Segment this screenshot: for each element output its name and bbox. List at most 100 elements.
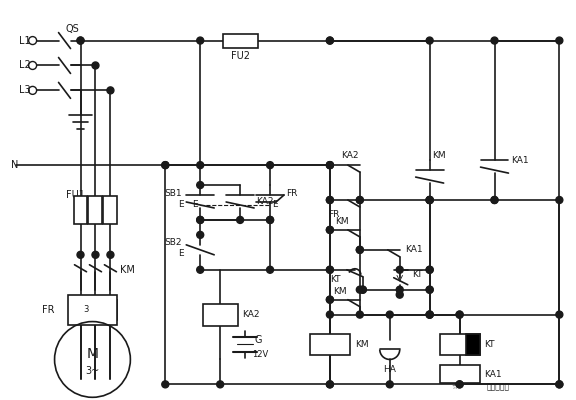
Bar (439, 366, 480, 383)
Circle shape (357, 196, 363, 204)
Text: G: G (255, 334, 262, 344)
Circle shape (267, 216, 274, 224)
Bar (74, 196, 88, 224)
Circle shape (92, 62, 99, 69)
Circle shape (267, 266, 274, 273)
Circle shape (396, 291, 403, 298)
Text: KA2: KA2 (256, 198, 274, 206)
Circle shape (327, 266, 334, 273)
Bar (310, 334, 350, 356)
Circle shape (426, 311, 433, 318)
Circle shape (456, 311, 463, 318)
Text: N: N (11, 160, 18, 170)
Circle shape (327, 311, 334, 318)
Circle shape (456, 381, 463, 388)
Circle shape (426, 266, 433, 273)
Text: KA1: KA1 (405, 245, 422, 254)
Circle shape (197, 266, 204, 273)
Circle shape (426, 286, 433, 293)
Circle shape (556, 37, 563, 44)
Circle shape (327, 37, 334, 44)
Text: FU1: FU1 (66, 190, 85, 200)
Circle shape (327, 162, 334, 169)
Circle shape (267, 216, 274, 224)
Circle shape (197, 37, 204, 44)
Text: E: E (272, 200, 278, 210)
Text: KM: KM (335, 218, 348, 226)
Circle shape (327, 226, 334, 233)
Circle shape (426, 286, 433, 293)
Circle shape (267, 162, 274, 169)
Circle shape (77, 37, 84, 44)
Bar (67, 295, 118, 324)
Text: KM: KM (431, 151, 445, 160)
Circle shape (426, 196, 433, 204)
Circle shape (357, 246, 363, 253)
Bar (74, 300, 88, 320)
Circle shape (162, 162, 169, 169)
Text: KM: KM (355, 340, 369, 349)
Circle shape (456, 311, 463, 318)
Text: 3: 3 (83, 305, 88, 314)
Circle shape (556, 196, 563, 204)
Text: E: E (177, 249, 183, 258)
Text: L2: L2 (18, 60, 31, 70)
Bar (203, 304, 238, 326)
Bar (89, 196, 103, 224)
Text: KT: KT (484, 340, 495, 349)
Circle shape (426, 37, 433, 44)
Bar (89, 300, 103, 320)
Circle shape (197, 216, 204, 224)
Circle shape (162, 162, 169, 169)
Text: E: E (192, 200, 198, 210)
Circle shape (107, 251, 114, 258)
Text: KT: KT (412, 270, 422, 279)
Circle shape (237, 216, 244, 224)
Text: KA1: KA1 (511, 156, 529, 165)
Text: FU2: FU2 (230, 50, 249, 60)
Text: SB1: SB1 (165, 188, 182, 198)
Text: FR: FR (286, 188, 297, 198)
Circle shape (426, 196, 433, 204)
Text: KT: KT (329, 275, 340, 284)
Text: M: M (86, 348, 98, 362)
Circle shape (327, 381, 334, 388)
Circle shape (426, 196, 433, 204)
Circle shape (491, 196, 498, 204)
Circle shape (456, 381, 463, 388)
Circle shape (491, 37, 498, 44)
Circle shape (426, 311, 433, 318)
Circle shape (77, 251, 84, 258)
Circle shape (327, 196, 334, 204)
Circle shape (197, 162, 204, 169)
Circle shape (197, 216, 204, 224)
Circle shape (396, 266, 403, 273)
Circle shape (357, 246, 363, 253)
Circle shape (197, 231, 204, 238)
Text: 3~: 3~ (85, 366, 100, 376)
Circle shape (491, 196, 498, 204)
Circle shape (327, 296, 334, 303)
Circle shape (426, 266, 433, 273)
Bar (104, 196, 118, 224)
Text: KM: KM (120, 265, 135, 275)
Circle shape (357, 196, 363, 204)
Circle shape (327, 296, 334, 303)
Circle shape (107, 87, 114, 94)
Circle shape (77, 37, 84, 44)
Circle shape (327, 162, 334, 169)
Circle shape (359, 286, 366, 293)
Text: 电子技术控: 电子技术控 (486, 383, 509, 392)
Circle shape (556, 311, 563, 318)
Circle shape (327, 196, 334, 204)
Circle shape (327, 381, 334, 388)
Circle shape (426, 311, 433, 318)
Circle shape (426, 196, 433, 204)
Circle shape (197, 182, 204, 188)
Bar (465, 334, 480, 356)
Circle shape (327, 266, 334, 273)
Text: KA2: KA2 (242, 310, 260, 319)
Circle shape (396, 286, 403, 293)
Circle shape (357, 286, 363, 293)
Circle shape (327, 162, 334, 169)
